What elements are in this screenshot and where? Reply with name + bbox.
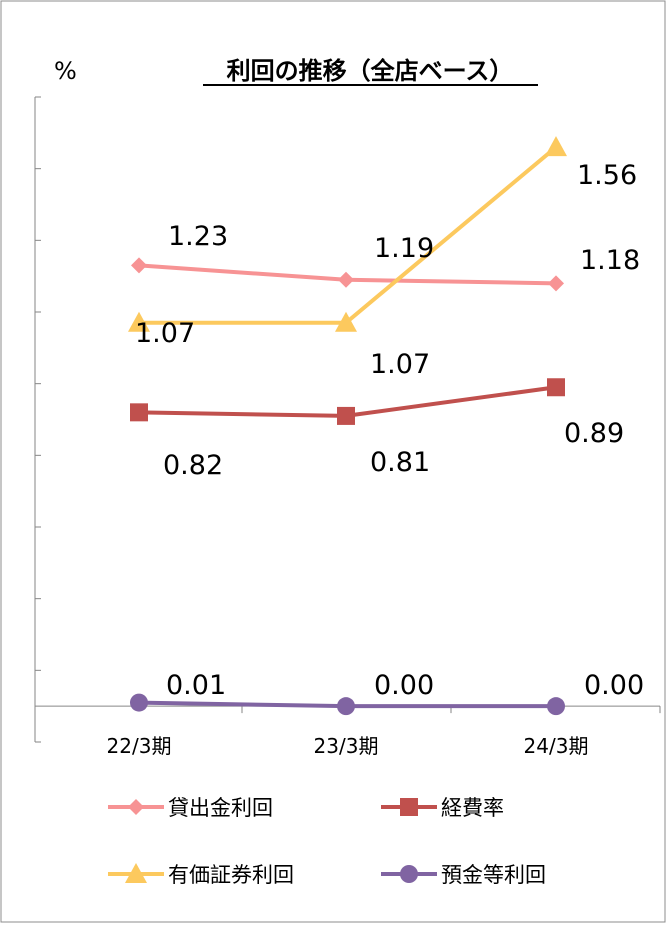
data-label: 0.01: [166, 670, 226, 701]
data-point: [131, 257, 147, 274]
data-point: [337, 697, 355, 716]
data-point: [400, 798, 418, 816]
legend-item: 預金等利回: [381, 863, 546, 887]
data-point: [130, 693, 148, 712]
data-point: [547, 697, 565, 716]
data-label: 1.23: [168, 221, 228, 252]
data-point: [130, 403, 148, 422]
data-label: 0.81: [370, 447, 430, 478]
data-point: [337, 406, 355, 425]
data-point: [547, 378, 565, 397]
data-point: [545, 136, 567, 157]
data-point: [338, 271, 354, 288]
data-label: 1.07: [370, 349, 430, 380]
data-label: 0.00: [374, 670, 434, 701]
data-label: 1.19: [374, 233, 434, 264]
data-point: [125, 863, 147, 883]
data-label: 0.82: [163, 450, 223, 481]
data-point: [400, 865, 418, 883]
legend-item: 有価証券利回: [108, 863, 294, 887]
data-label: 0.00: [584, 670, 644, 701]
legend-item: 貸出金利回: [108, 796, 273, 820]
x-tick-label: 23/3期: [314, 734, 379, 758]
x-tick-label: 24/3期: [524, 734, 589, 758]
y-axis-unit: %: [54, 57, 77, 85]
legend-item: 経費率: [381, 796, 504, 820]
chart-title: 利回の推移（全店ベース）: [227, 57, 514, 85]
data-point: [335, 311, 357, 332]
legend-label: 有価証券利回: [168, 863, 294, 887]
legend-label: 経費率: [441, 796, 504, 820]
data-label: 1.56: [577, 160, 637, 191]
legend-label: 預金等利回: [441, 863, 546, 887]
x-tick-label: 22/3期: [107, 734, 172, 758]
legend-label: 貸出金利回: [168, 796, 273, 820]
data-label: 1.18: [580, 245, 640, 276]
data-label: 1.07: [135, 318, 195, 349]
data-point: [128, 311, 150, 332]
data-point: [128, 799, 144, 815]
data-point: [548, 275, 564, 292]
data-label: 0.89: [564, 418, 624, 449]
